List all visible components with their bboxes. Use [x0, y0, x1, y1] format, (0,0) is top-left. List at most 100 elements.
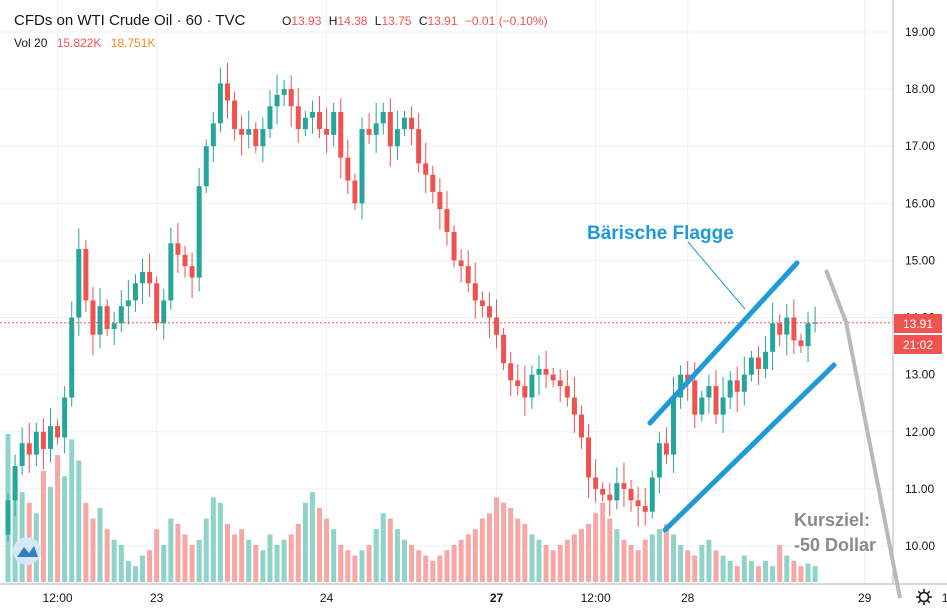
candle-body[interactable] — [111, 323, 117, 329]
candle-body[interactable] — [649, 477, 655, 512]
candle-body[interactable] — [239, 129, 245, 135]
candle-body[interactable] — [281, 89, 287, 95]
candle-body[interactable] — [55, 426, 61, 438]
candle-body[interactable] — [763, 351, 769, 369]
candle-body[interactable] — [288, 89, 294, 107]
candle-body[interactable] — [182, 254, 188, 267]
candle-body[interactable] — [69, 317, 75, 398]
candle-body[interactable] — [770, 323, 776, 352]
candle-body[interactable] — [699, 397, 705, 415]
flag-lower-line[interactable] — [662, 362, 837, 533]
candle-body[interactable] — [494, 317, 500, 335]
candle-body[interactable] — [465, 266, 471, 284]
candle-body[interactable] — [104, 306, 110, 329]
candle-body[interactable] — [741, 374, 747, 392]
candle-body[interactable] — [47, 426, 53, 449]
candle-body[interactable] — [19, 443, 25, 467]
candle-body[interactable] — [571, 397, 577, 415]
candle-body[interactable] — [338, 111, 344, 158]
candle-body[interactable] — [586, 437, 592, 478]
candle-body[interactable] — [713, 386, 719, 415]
candle-body[interactable] — [380, 111, 386, 124]
candle-body[interactable] — [501, 334, 507, 364]
candle-body[interactable] — [479, 300, 485, 307]
candle-body[interactable] — [593, 477, 599, 489]
candle-body[interactable] — [97, 306, 103, 335]
candle-body[interactable] — [486, 306, 492, 318]
candle-body[interactable] — [423, 163, 429, 175]
candle-body[interactable] — [600, 488, 606, 495]
candle-body[interactable] — [734, 380, 740, 392]
candle-body[interactable] — [564, 386, 570, 398]
candle-body[interactable] — [118, 306, 124, 324]
candle-body[interactable] — [260, 129, 266, 147]
candle-body[interactable] — [140, 271, 146, 284]
candle-body[interactable] — [189, 266, 195, 278]
candle-body[interactable] — [33, 431, 39, 455]
candle-body[interactable] — [621, 483, 627, 489]
candle-body[interactable] — [458, 260, 464, 267]
candle-body[interactable] — [224, 83, 230, 101]
candle-body[interactable] — [777, 323, 783, 335]
candle-body[interactable] — [274, 94, 280, 107]
candles[interactable] — [5, 62, 818, 542]
candle-body[interactable] — [543, 368, 549, 375]
candle-body[interactable] — [331, 111, 337, 135]
candle-body[interactable] — [267, 106, 273, 130]
candle-body[interactable] — [748, 357, 754, 375]
candle-body[interactable] — [784, 317, 790, 335]
price-axis[interactable]: 19.0018.0017.0016.0015.0014.0013.0012.00… — [905, 25, 935, 553]
gear-icon[interactable] — [916, 589, 932, 605]
candle-body[interactable] — [720, 397, 726, 415]
candle-body[interactable] — [196, 186, 202, 278]
candle-body[interactable] — [416, 129, 422, 164]
target-projection-line[interactable] — [824, 269, 902, 599]
candle-body[interactable] — [352, 180, 358, 204]
candle-body[interactable] — [437, 191, 443, 210]
candle-body[interactable] — [515, 380, 521, 387]
candle-body[interactable] — [76, 249, 82, 318]
candle-body[interactable] — [529, 374, 535, 398]
candle-body[interactable] — [359, 129, 365, 204]
candle-body[interactable] — [791, 317, 797, 341]
candle-body[interactable] — [692, 380, 698, 415]
candle-body[interactable] — [727, 380, 733, 398]
candle-body[interactable] — [685, 374, 691, 381]
candle-body[interactable] — [175, 243, 181, 255]
candle-body[interactable] — [217, 83, 223, 124]
candle-body[interactable] — [324, 129, 330, 135]
candle-body[interactable] — [550, 374, 556, 381]
candle-body[interactable] — [536, 368, 542, 375]
candle-body[interactable] — [628, 488, 634, 501]
candle-body[interactable] — [309, 111, 315, 118]
candle-body[interactable] — [5, 500, 11, 535]
candle-body[interactable] — [522, 386, 528, 398]
candle-body[interactable] — [125, 300, 131, 307]
candle-body[interactable] — [83, 249, 89, 301]
candle-body[interactable] — [642, 506, 648, 512]
candle-body[interactable] — [154, 283, 160, 324]
candle-body[interactable] — [26, 443, 32, 455]
candle-body[interactable] — [387, 111, 393, 147]
candle-body[interactable] — [472, 283, 478, 301]
candle-body[interactable] — [656, 443, 662, 478]
candle-body[interactable] — [302, 117, 308, 130]
flag-upper-line[interactable] — [647, 260, 800, 426]
candle-body[interactable] — [755, 357, 761, 369]
tradingview-logo-icon[interactable] — [13, 537, 41, 565]
candle-body[interactable] — [203, 146, 209, 187]
candle-body[interactable] — [812, 322, 818, 324]
candle-body[interactable] — [12, 466, 18, 501]
candle-body[interactable] — [663, 443, 669, 455]
candle-body[interactable] — [232, 100, 238, 130]
candle-body[interactable] — [161, 300, 167, 324]
candle-body[interactable] — [444, 209, 450, 232]
candle-body[interactable] — [147, 271, 153, 284]
candle-body[interactable] — [394, 129, 400, 147]
candle-body[interactable] — [451, 231, 457, 261]
time-axis[interactable]: 12:00 23 24 27 12:00 28 29 12:00 — [43, 591, 947, 605]
candle-body[interactable] — [366, 129, 372, 135]
candle-body[interactable] — [578, 414, 584, 438]
